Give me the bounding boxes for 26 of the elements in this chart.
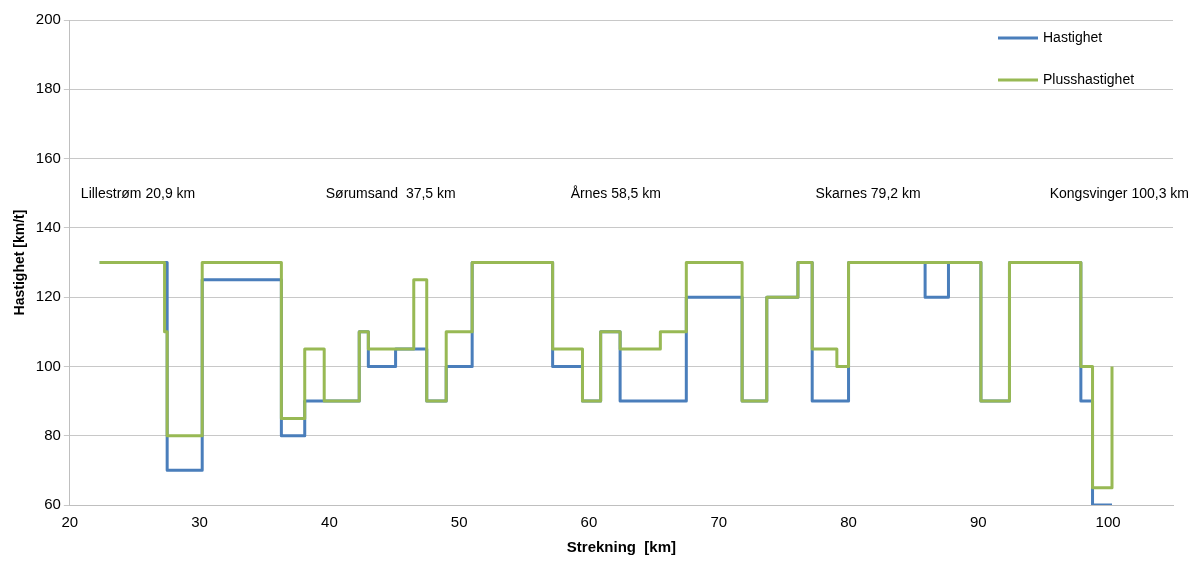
y-tick-label: 200	[35, 10, 61, 28]
y-tick-label: 180	[35, 79, 61, 97]
annotation: Årnes 58,5 km	[570, 185, 661, 202]
annotation: Lillestrøm 20,9 km	[80, 185, 196, 202]
x-tick-label: 40	[321, 513, 338, 531]
x-tick-label: 90	[969, 513, 987, 531]
x-axis-title: Strekning [km]	[566, 538, 677, 556]
y-tick-label: 120	[35, 287, 61, 305]
x-tick-label: 80	[840, 513, 857, 531]
y-tick-label: 140	[35, 218, 61, 235]
x-tick-label: 30	[191, 513, 208, 531]
legend-label: Hastighet	[1043, 28, 1103, 45]
y-tick-label: 60	[44, 495, 61, 513]
y-tick-label: 80	[44, 425, 61, 443]
annotation: Skarnes 79,2 km	[815, 185, 921, 202]
y-tick-label: 100	[35, 356, 61, 374]
x-tick-label: 50	[450, 513, 468, 531]
x-tick-label: 60	[580, 513, 598, 531]
x-tick-label: 70	[710, 513, 728, 531]
x-tick-label: 20	[61, 513, 79, 531]
y-tick-label: 160	[35, 148, 61, 166]
y-axis-title: Hastighet [km/t]	[11, 209, 28, 316]
annotation: Kongsvinger 100,3 km	[1049, 185, 1190, 202]
legend-label: Plusshastighet	[1043, 70, 1135, 87]
x-tick-label: 100	[1095, 513, 1121, 531]
annotation: Sørumsand 37,5 km	[325, 185, 456, 202]
